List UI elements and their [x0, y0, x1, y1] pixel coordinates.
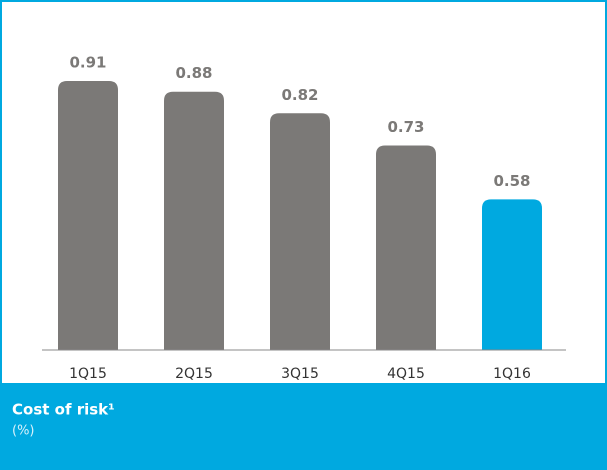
footer-band: [0, 383, 607, 470]
bar: [164, 91, 224, 350]
value-label: 0.82: [281, 86, 318, 104]
x-tick-label: 1Q15: [69, 366, 107, 382]
chart-subtitle: (%): [12, 424, 35, 439]
x-tick-label: 1Q16: [493, 366, 531, 382]
bar: [58, 80, 118, 350]
value-label: 0.88: [175, 64, 212, 82]
x-tick-label: 3Q15: [281, 366, 319, 382]
chart-title: Cost of risk¹: [12, 401, 115, 419]
x-tick-label: 2Q15: [175, 366, 213, 382]
value-label: 0.91: [69, 53, 106, 71]
bar: [376, 145, 436, 350]
bar: [270, 113, 330, 351]
value-label: 0.73: [387, 118, 424, 136]
value-label: 0.58: [493, 172, 530, 190]
bar: [482, 199, 542, 350]
x-tick-label: 4Q15: [387, 366, 425, 382]
